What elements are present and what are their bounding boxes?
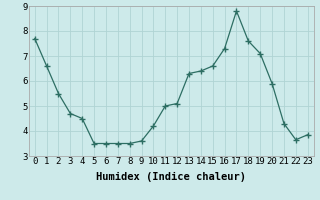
X-axis label: Humidex (Indice chaleur): Humidex (Indice chaleur) xyxy=(96,172,246,182)
